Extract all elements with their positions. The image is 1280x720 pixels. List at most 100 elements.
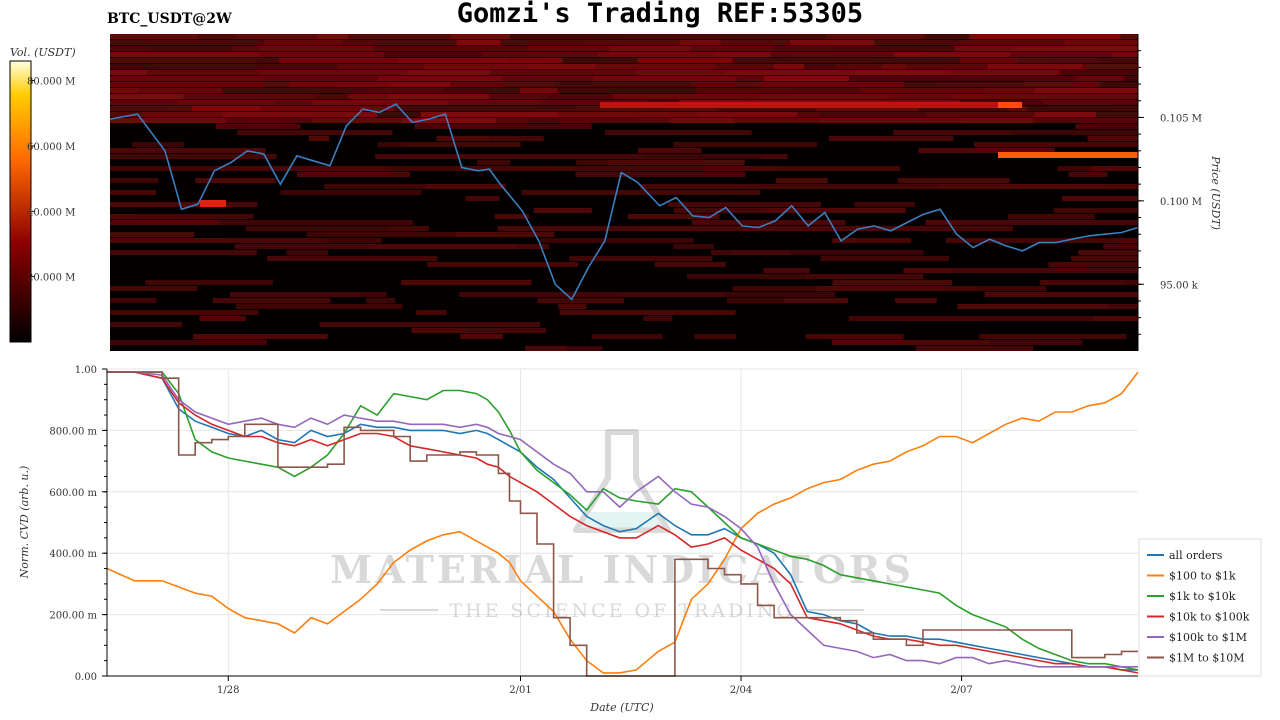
price-line xyxy=(109,103,1139,301)
heat-cell xyxy=(289,82,336,87)
heat-cell xyxy=(266,76,378,81)
heat-cell xyxy=(394,106,491,111)
heat-cell xyxy=(259,70,407,75)
heat-cell xyxy=(110,34,199,39)
heat-cell xyxy=(1125,280,1138,285)
heat-cell xyxy=(110,202,233,207)
heat-cell xyxy=(849,76,962,81)
heat-cell xyxy=(521,190,632,195)
heat-cell xyxy=(502,76,593,81)
heat-cell xyxy=(960,40,1066,45)
heat-cell xyxy=(423,64,445,69)
heat-cell xyxy=(966,130,1011,135)
heat-cell xyxy=(1078,250,1138,255)
heat-cell xyxy=(110,88,139,93)
heat-cell xyxy=(848,316,986,321)
heat-cell xyxy=(1124,76,1138,81)
heat-cell xyxy=(541,100,647,105)
heat-cell xyxy=(477,160,511,165)
heat-cell xyxy=(990,340,1083,345)
heat-cell xyxy=(1019,58,1049,63)
heat-cell xyxy=(716,106,817,111)
heat-cell xyxy=(617,292,724,297)
heat-cell xyxy=(1111,106,1138,111)
price-tick-label: 95.00 k xyxy=(1160,280,1199,291)
heat-cell xyxy=(260,106,395,111)
heat-cell xyxy=(715,310,736,315)
heat-cell xyxy=(600,118,637,123)
heat-cell xyxy=(444,64,529,69)
heat-cell xyxy=(1110,130,1138,135)
heat-cell xyxy=(631,190,760,195)
heat-cell xyxy=(1033,118,1119,123)
heat-cell xyxy=(1027,106,1112,111)
heat-cell xyxy=(1118,118,1138,123)
heat-cell xyxy=(368,88,446,93)
heat-cell xyxy=(740,226,880,231)
heat-cell xyxy=(230,292,362,297)
heat-cell xyxy=(110,58,256,63)
heat-cell xyxy=(1097,124,1138,129)
heat-cell xyxy=(494,214,529,219)
heat-cell xyxy=(915,346,1034,351)
x-tick-label: 1/28 xyxy=(217,685,239,696)
heat-cell xyxy=(874,40,961,45)
colorbar-tick-label: 40.000 M xyxy=(27,207,75,218)
flask-icon xyxy=(573,429,671,533)
heat-cell xyxy=(406,70,491,75)
heat-cell xyxy=(278,58,398,63)
heat-cell xyxy=(805,334,904,339)
heat-cell xyxy=(543,124,592,129)
heat-cell xyxy=(212,298,331,303)
heat-cell xyxy=(110,340,268,345)
heat-cell xyxy=(797,112,820,117)
heat-cell xyxy=(280,190,422,195)
heat-cell xyxy=(527,46,610,51)
heat-cell xyxy=(347,94,387,99)
heat-cell xyxy=(830,46,955,51)
heat-cell xyxy=(110,118,226,123)
heat-cell xyxy=(903,82,936,87)
heat-cell xyxy=(667,202,821,207)
heat-cell xyxy=(926,112,1035,117)
heat-cell xyxy=(316,34,348,39)
heat-cell xyxy=(375,154,509,159)
heat-cell xyxy=(110,82,265,87)
heat-cell xyxy=(612,172,746,177)
heat-cell xyxy=(723,292,836,297)
heat-cell xyxy=(945,286,977,291)
heat-cell xyxy=(467,328,546,333)
heat-cell xyxy=(1042,100,1138,105)
heat-cell xyxy=(703,166,779,171)
heat-cell xyxy=(1092,262,1138,267)
heat-cell xyxy=(636,118,671,123)
heat-cell xyxy=(347,34,451,39)
heat-cell xyxy=(260,64,337,69)
cvd-y-ticks: 0.00 200.00 m 400.00 m 600.00 m 800.00 m 1.00 xyxy=(49,365,107,683)
heat-cell xyxy=(1090,166,1138,171)
heat-cell xyxy=(996,184,1106,189)
heat-cell xyxy=(954,46,1013,51)
heat-cell xyxy=(110,52,260,57)
heat-cell xyxy=(606,58,638,63)
heat-cell xyxy=(760,208,819,213)
heat-cell xyxy=(230,238,327,243)
heat-cell xyxy=(495,118,529,123)
heat-cell xyxy=(835,64,882,69)
heat-cell xyxy=(1112,52,1138,57)
heat-cell xyxy=(597,52,714,57)
heat-cell xyxy=(926,52,1011,57)
heat-cell xyxy=(732,58,871,63)
heat-cell xyxy=(556,166,704,171)
heat-cell xyxy=(854,202,915,207)
heat-cell xyxy=(856,238,912,243)
cvd-x-axis-label: Date (UTC) xyxy=(589,701,653,714)
heat-cell xyxy=(110,298,157,303)
x-tick-label: 2/04 xyxy=(730,685,752,696)
legend-label: $100k to $1M xyxy=(1169,631,1247,644)
heat-cell xyxy=(826,34,925,39)
series-line-4 xyxy=(107,371,1138,668)
heat-cell xyxy=(153,64,261,69)
heat-cell xyxy=(110,46,150,51)
heat-wall xyxy=(998,152,1138,158)
